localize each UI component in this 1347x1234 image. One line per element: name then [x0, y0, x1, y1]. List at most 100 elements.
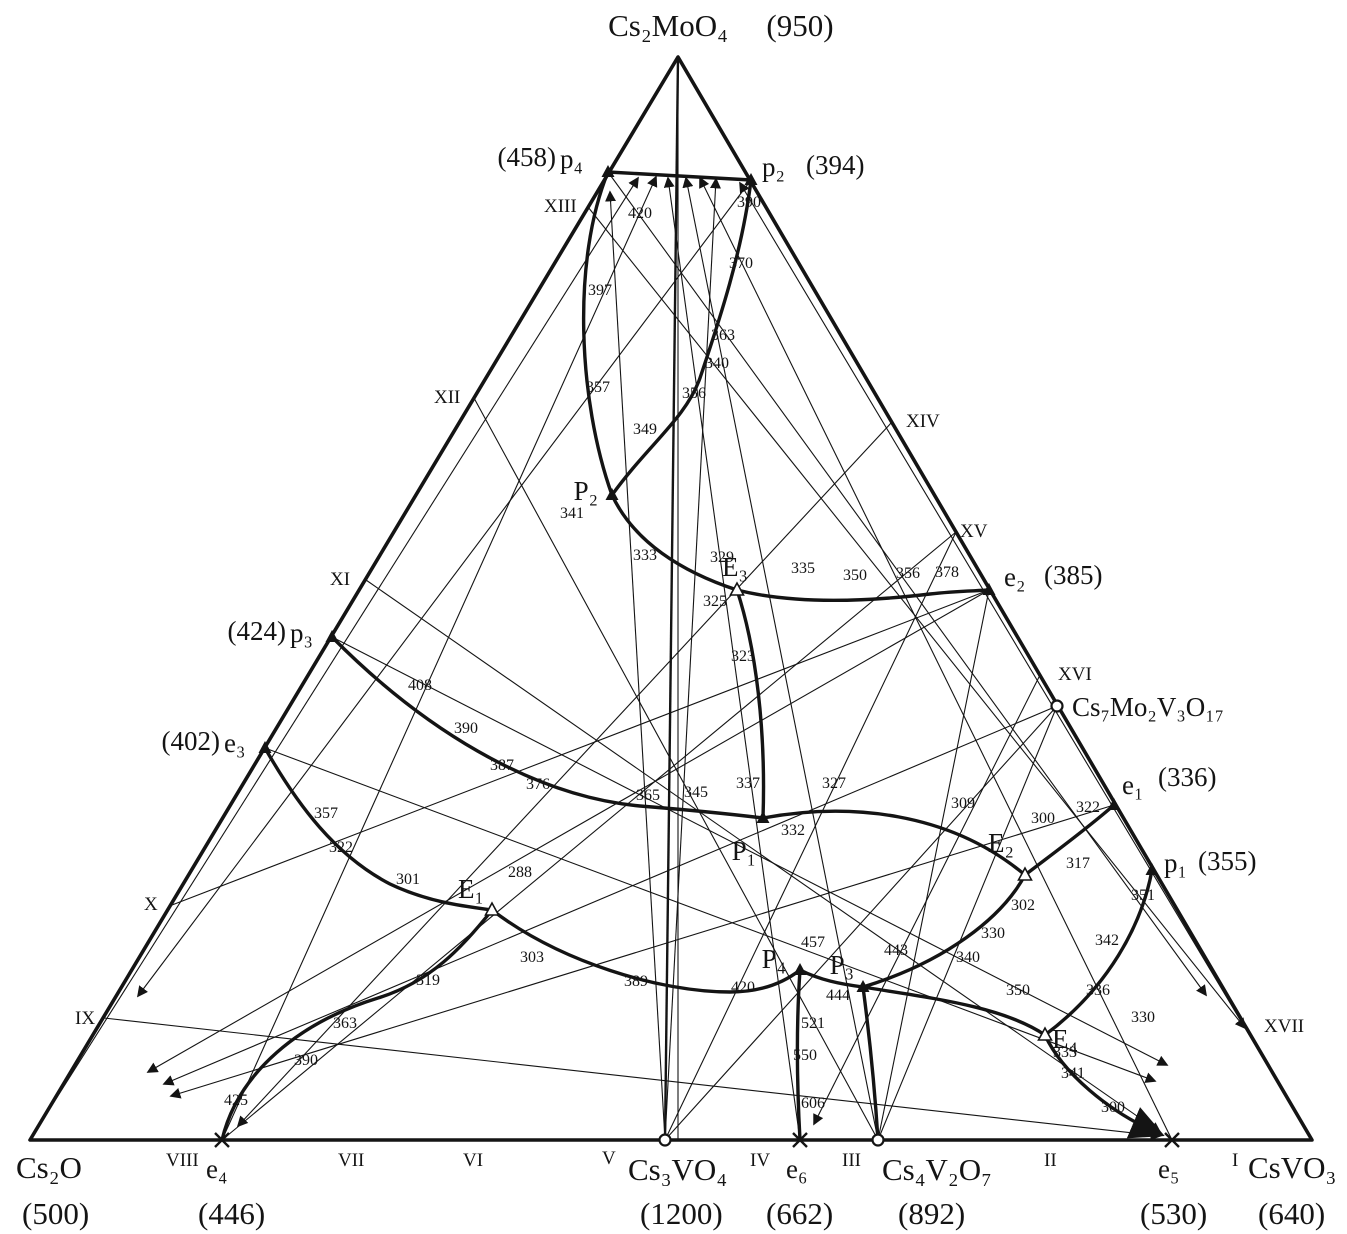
- temperature-labels-layer: 420 390 397 370 363 340 357 356 349 341 333 329 335 3…: [224, 194, 1155, 1116]
- curve-P3-E4: [861, 985, 1047, 1037]
- join-apex-Cs3VO4: [663, 56, 680, 1141]
- point-P1-label: P₁: [732, 836, 756, 866]
- section-line: [264, 747, 1157, 1083]
- section-line: [473, 397, 879, 1141]
- e3-label: e₃: [224, 728, 245, 758]
- temperature-label: 363: [333, 1015, 357, 1032]
- point-markers-layer: [214, 165, 1180, 1148]
- e4-label: e₄: [206, 1154, 227, 1184]
- tie-line: [146, 589, 990, 1073]
- section-numeral: XIII: [544, 196, 577, 217]
- corner-left-temp: (500): [22, 1196, 89, 1231]
- temperature-label: 356: [682, 385, 706, 402]
- temperature-label: 341: [1061, 1065, 1085, 1082]
- tie-line: [162, 705, 1058, 1086]
- temperature-label: 351: [1131, 887, 1155, 904]
- eutectic-point-marker: [1037, 1026, 1053, 1041]
- tie-line: [664, 705, 1058, 1141]
- temperature-label: 390: [737, 194, 761, 211]
- compound-marker: [658, 1133, 672, 1147]
- temperature-label: 319: [416, 972, 440, 989]
- temperature-label: 342: [1095, 932, 1119, 949]
- temperature-label: 340: [705, 355, 729, 372]
- temperature-label: 317: [1066, 855, 1090, 872]
- tie-line: [29, 176, 639, 1141]
- temperature-label: 457: [801, 934, 825, 951]
- e2-label: e₂: [1004, 562, 1025, 592]
- temperature-label: 336: [1086, 982, 1110, 999]
- temperature-label: 330: [981, 925, 1005, 942]
- curve-P4-P3: [798, 968, 865, 989]
- temperature-label: 341: [560, 505, 584, 522]
- tie-line: [699, 176, 1173, 1141]
- p1-label: p₁: [1164, 848, 1187, 878]
- peritectic-point-marker: [982, 583, 996, 595]
- compound-marker: [1050, 699, 1064, 713]
- temperature-label: 390: [294, 1052, 318, 1069]
- section-numerals-layer: IIIIIIIVVVIVIIVIIIIXXXIXIIXIIIXIVXVXVIXV…: [75, 196, 1304, 1171]
- section-line: [103, 1017, 1162, 1141]
- temperature-label: 302: [1011, 897, 1035, 914]
- temperature-label: 322: [1076, 799, 1100, 816]
- e6-temp: (662): [766, 1196, 833, 1231]
- point-E3-label: E₃: [722, 552, 748, 582]
- temperature-label: 300: [1031, 810, 1055, 827]
- binary-invariant-marker: [214, 1132, 230, 1148]
- temperature-label: 303: [520, 949, 544, 966]
- cs3vo4-temp: (1200): [640, 1196, 723, 1231]
- section-line: [171, 589, 990, 906]
- temperature-label: 325: [703, 593, 727, 610]
- tie-line: [605, 190, 666, 1141]
- corner-right-temp: (640): [1258, 1196, 1325, 1231]
- temperature-label: 443: [884, 942, 908, 959]
- temperature-label: 357: [314, 805, 338, 822]
- curve-P2-E3: [610, 493, 739, 592]
- section-numeral: IV: [750, 1150, 770, 1171]
- section-numeral: XVI: [1058, 664, 1092, 685]
- point-P2-label: P₂: [574, 476, 598, 506]
- temperature-label: 420: [628, 205, 652, 222]
- cs3vo4-formula: Cs₃VO₄: [628, 1152, 727, 1187]
- section-numeral: III: [842, 1150, 861, 1171]
- apex-temp: (950): [766, 8, 833, 43]
- temperature-label: 389: [624, 973, 648, 990]
- eutectic-point-marker: [484, 901, 500, 916]
- temperature-label: 444: [826, 987, 850, 1004]
- temperature-label: 363: [711, 327, 735, 344]
- tie-line: [682, 176, 879, 1141]
- curve-e4-E1: [220, 908, 494, 1142]
- curve-E1-P4: [490, 908, 802, 994]
- p2-temp: (394): [806, 150, 864, 180]
- curve-p1-E4: [1043, 868, 1154, 1037]
- curve-p2-P2: [610, 178, 753, 497]
- curve-E2-e1: [1023, 803, 1116, 877]
- section-numeral: XIV: [906, 411, 940, 432]
- section-numeral: VI: [463, 1150, 483, 1171]
- temperature-label: 357: [586, 379, 610, 396]
- temperature-label: 521: [801, 1015, 825, 1032]
- section-numeral: IX: [75, 1008, 95, 1029]
- corner-right-formula: CsVO₃: [1248, 1150, 1336, 1185]
- section-numeral: II: [1044, 1150, 1057, 1171]
- e6-label: e₆: [786, 1154, 807, 1184]
- curve-p4-P2: [581, 170, 614, 497]
- peritectic-point-marker: [605, 488, 619, 500]
- temperature-label: 387: [490, 757, 514, 774]
- peritectic-point-marker: [1145, 863, 1159, 875]
- temperature-label: 350: [843, 567, 867, 584]
- temperature-label: 333: [1053, 1044, 1077, 1061]
- apex-formula: Cs₂MoO₄: [608, 8, 728, 43]
- cs7-formula: Cs₇Mo₂V₃O₁₇: [1072, 692, 1224, 722]
- section-numeral: I: [1232, 1150, 1238, 1171]
- temperature-label: 376: [526, 776, 550, 793]
- point-E4-label: E₄: [1052, 1024, 1078, 1054]
- p1-temp: (355): [1198, 846, 1256, 876]
- eutectic-point-marker: [729, 581, 745, 596]
- eutectic-point-marker: [1017, 866, 1033, 881]
- p3-label: p₃: [290, 618, 313, 648]
- peritectic-point-marker: [756, 811, 770, 823]
- curve-P3-Cs4V2O7: [861, 985, 880, 1142]
- section-line: [221, 531, 957, 1141]
